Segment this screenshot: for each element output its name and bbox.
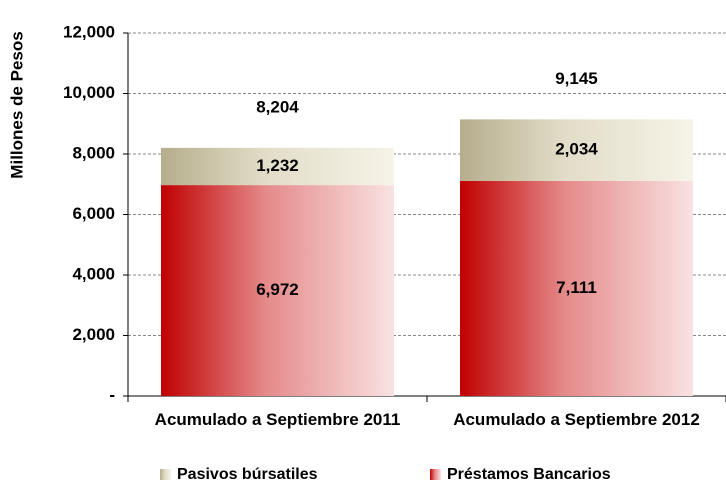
y-tick-label: 12,000 xyxy=(63,22,115,41)
y-axis-title: Millones de Pesos xyxy=(7,31,26,178)
total-label: 8,204 xyxy=(256,97,299,116)
y-tick-label: 4,000 xyxy=(72,264,115,283)
legend-marker xyxy=(160,469,171,480)
data-label: 7,111 xyxy=(556,278,597,297)
legend-marker xyxy=(430,469,441,480)
data-label: 1,232 xyxy=(256,156,299,175)
y-tick-label: - xyxy=(109,385,115,404)
data-label: 6,972 xyxy=(256,280,299,299)
bar-segment xyxy=(161,147,394,186)
y-tick-label: 8,000 xyxy=(72,143,115,162)
y-tick-label: 10,000 xyxy=(63,83,115,102)
data-label: 2,034 xyxy=(555,140,598,159)
y-tick-label: 2,000 xyxy=(72,325,115,344)
bar-segment xyxy=(460,119,693,181)
x-tick-label: Acumulado a Septiembre 2012 xyxy=(453,410,700,429)
x-tick-label: Acumulado a Septiembre 2011 xyxy=(154,410,401,429)
y-tick-label: 6,000 xyxy=(72,204,115,223)
bar-segment xyxy=(460,180,693,396)
legend-label: Pasivos búrsatiles xyxy=(177,466,318,483)
bar-segment xyxy=(161,185,394,396)
total-label: 9,145 xyxy=(555,69,598,88)
legend-label: Préstamos Bancarios xyxy=(447,466,611,483)
